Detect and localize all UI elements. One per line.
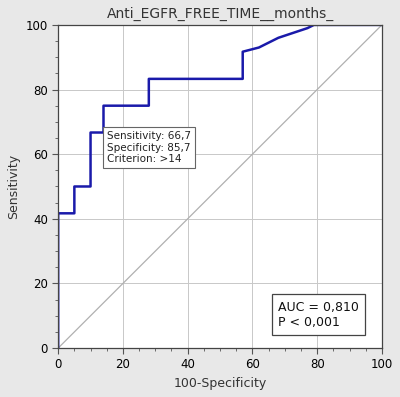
Title: Anti_EGFR_FREE_TIME__months_: Anti_EGFR_FREE_TIME__months_ <box>106 7 334 21</box>
Text: AUC = 0,810
P < 0,001: AUC = 0,810 P < 0,001 <box>278 301 359 329</box>
Y-axis label: Sensitivity: Sensitivity <box>7 154 20 219</box>
X-axis label: 100-Specificity: 100-Specificity <box>174 377 267 390</box>
Text: Sensitivity: 66,7
Specificity: 85,7
Criterion: >14: Sensitivity: 66,7 Specificity: 85,7 Crit… <box>107 131 191 164</box>
